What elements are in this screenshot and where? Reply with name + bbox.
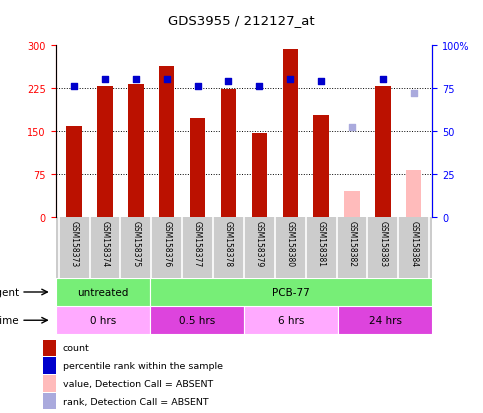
Bar [128, 84, 143, 218]
Text: PCB-77: PCB-77 [272, 287, 310, 297]
Text: GSM158382: GSM158382 [347, 221, 356, 266]
Text: GSM158373: GSM158373 [70, 221, 79, 267]
Bar [338, 306, 432, 335]
Text: GSM158379: GSM158379 [255, 221, 264, 267]
Bar [344, 192, 360, 218]
Bar [150, 306, 244, 335]
Point [256, 83, 263, 90]
Bar [313, 115, 329, 218]
Point [410, 90, 418, 97]
Bar [66, 127, 82, 218]
Text: 6 hrs: 6 hrs [278, 316, 304, 325]
Text: 0 hrs: 0 hrs [89, 316, 116, 325]
Bar [43, 393, 56, 410]
Text: rank, Detection Call = ABSENT: rank, Detection Call = ABSENT [63, 397, 209, 406]
Text: GSM158380: GSM158380 [286, 221, 295, 267]
Text: GSM158383: GSM158383 [378, 221, 387, 267]
Point [225, 78, 232, 85]
Bar [43, 375, 56, 392]
Text: time: time [0, 316, 19, 325]
Bar [56, 278, 150, 306]
Text: GSM158375: GSM158375 [131, 221, 141, 267]
Bar [244, 306, 338, 335]
Text: GSM158384: GSM158384 [409, 221, 418, 267]
Text: value, Detection Call = ABSENT: value, Detection Call = ABSENT [63, 379, 213, 388]
Bar [252, 133, 267, 218]
Point [163, 76, 170, 83]
Bar [375, 87, 391, 218]
Text: GSM158377: GSM158377 [193, 221, 202, 267]
Text: untreated: untreated [77, 287, 128, 297]
Text: GSM158376: GSM158376 [162, 221, 171, 267]
Text: GSM158378: GSM158378 [224, 221, 233, 267]
Text: GDS3955 / 212127_at: GDS3955 / 212127_at [168, 14, 315, 27]
Bar [190, 119, 205, 218]
Bar [56, 306, 150, 335]
Point [317, 78, 325, 85]
Point [101, 76, 109, 83]
Bar [97, 87, 113, 218]
Point [70, 83, 78, 90]
Text: 24 hrs: 24 hrs [369, 316, 402, 325]
Point [194, 83, 201, 90]
Text: GSM158381: GSM158381 [317, 221, 326, 266]
Bar [159, 67, 174, 218]
Point [132, 76, 140, 83]
Point [348, 125, 356, 131]
Bar [150, 278, 432, 306]
Point [286, 76, 294, 83]
Text: 0.5 hrs: 0.5 hrs [179, 316, 215, 325]
Text: count: count [63, 344, 89, 352]
Point [379, 76, 387, 83]
Text: agent: agent [0, 287, 19, 297]
Bar [283, 50, 298, 218]
Bar [43, 358, 56, 374]
Bar [43, 340, 56, 356]
Bar [406, 171, 422, 218]
Bar [221, 90, 236, 218]
Text: GSM158374: GSM158374 [100, 221, 110, 267]
Text: percentile rank within the sample: percentile rank within the sample [63, 361, 223, 370]
